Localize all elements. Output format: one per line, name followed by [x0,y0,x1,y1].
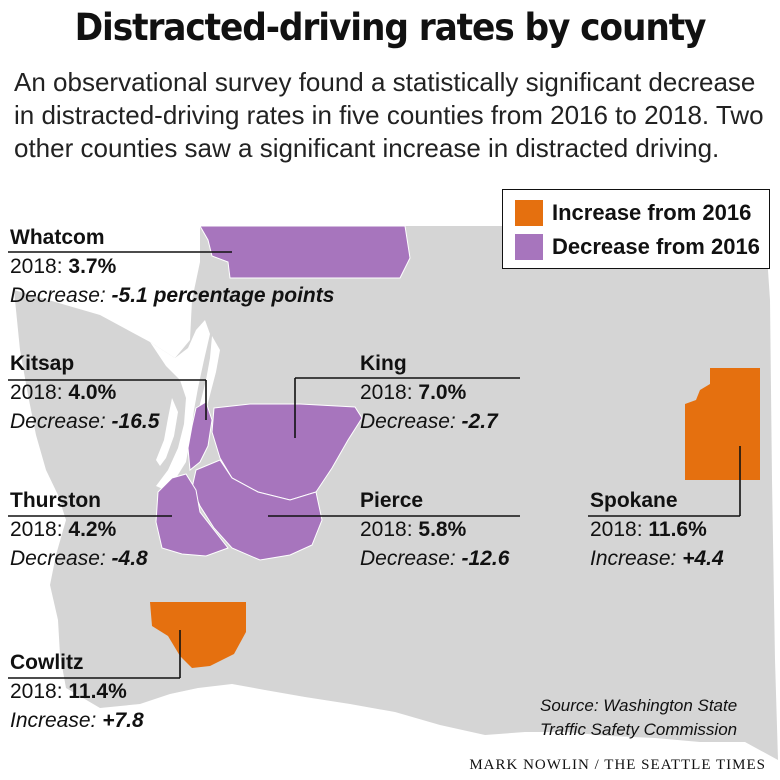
leader-lines [8,251,741,679]
map-legend: Increase from 2016 Decrease from 2016 [502,189,770,269]
county-change: -2.7 [461,410,498,433]
county-change-line: Increase: +7.8 [10,709,144,732]
legend-item-increase: Increase from 2016 [515,200,751,226]
county-rate: 7.0% [418,381,467,404]
county-rate: 3.7% [68,255,117,278]
puget-sound-water [150,320,210,490]
label-pierce: Pierce 2018: 5.8% Decrease: -12.6 [360,486,509,573]
county-rate-line: 2018: 11.6% [590,518,707,541]
county-rate: 5.8% [418,518,467,541]
county-rate: 11.4% [68,680,127,703]
county-change-line: Decrease: -16.5 [10,410,160,433]
county-change: -16.5 [111,410,160,433]
king-county [211,403,363,501]
county-name: Thurston [10,489,101,512]
legend-label-decrease: Decrease from 2016 [552,234,760,259]
county-rate-line: 2018: 3.7% [10,255,117,278]
county-change: -4.8 [111,547,148,570]
county-name: Spokane [590,489,678,512]
county-rate: 4.0% [68,381,117,404]
label-kitsap: Kitsap 2018: 4.0% Decrease: -16.5 [10,349,159,436]
county-change: -12.6 [461,547,510,570]
legend-item-decrease: Decrease from 2016 [515,234,760,260]
label-king: King 2018: 7.0% Decrease: -2.7 [360,349,498,436]
credit-line: MARK NOWLIN / THE SEATTLE TIMES [469,757,766,773]
county-name: King [360,352,407,375]
county-change-line: Decrease: -4.8 [10,547,148,570]
county-name: Pierce [360,489,424,512]
intro-text: An observational survey found a statisti… [14,67,764,163]
county-change-line: Increase: +4.4 [590,547,724,570]
county-rate: 11.6% [648,518,707,541]
county-name: Whatcom [10,226,105,249]
label-thurston: Thurston 2018: 4.2% Decrease: -4.8 [10,486,148,573]
county-name: Cowlitz [10,651,84,674]
county-change: +4.4 [682,547,724,570]
county-rate-line: 2018: 11.4% [10,680,127,703]
county-rate-line: 2018: 5.8% [360,518,467,541]
cowlitz-county [150,602,246,668]
source-note: Source: Washington State Traffic Safety … [540,694,737,742]
label-cowlitz: Cowlitz 2018: 11.4% Increase: +7.8 [10,648,144,735]
page-title: Distracted-driving rates by county [74,6,707,49]
legend-swatch-increase [515,200,543,226]
county-rate-line: 2018: 7.0% [360,381,467,404]
spokane-county [685,368,760,480]
hood-canal-water [156,398,178,466]
legend-label-increase: Increase from 2016 [552,200,752,225]
county-change-line: Decrease: -12.6 [360,547,510,570]
county-change-line: Decrease: -2.7 [360,410,498,433]
whatcom-county [199,225,411,279]
county-name: Kitsap [10,352,75,375]
county-change: -5.1 percentage points [111,284,335,307]
thurston-county [155,473,229,557]
county-change-line: Decrease: -5.1 percentage points [10,284,335,307]
label-spokane: Spokane 2018: 11.6% Increase: +4.4 [590,486,724,573]
legend-swatch-decrease [515,234,543,260]
source-line-1: Source: Washington State [540,696,738,715]
label-whatcom: Whatcom 2018: 3.7% Decrease: -5.1 percen… [10,223,334,310]
county-rate: 4.2% [68,518,117,541]
source-line-2: Traffic Safety Commission [540,720,738,739]
county-rate-line: 2018: 4.0% [10,381,117,404]
county-rate-line: 2018: 4.2% [10,518,117,541]
pierce-county [191,459,323,561]
county-change: +7.8 [102,709,144,732]
